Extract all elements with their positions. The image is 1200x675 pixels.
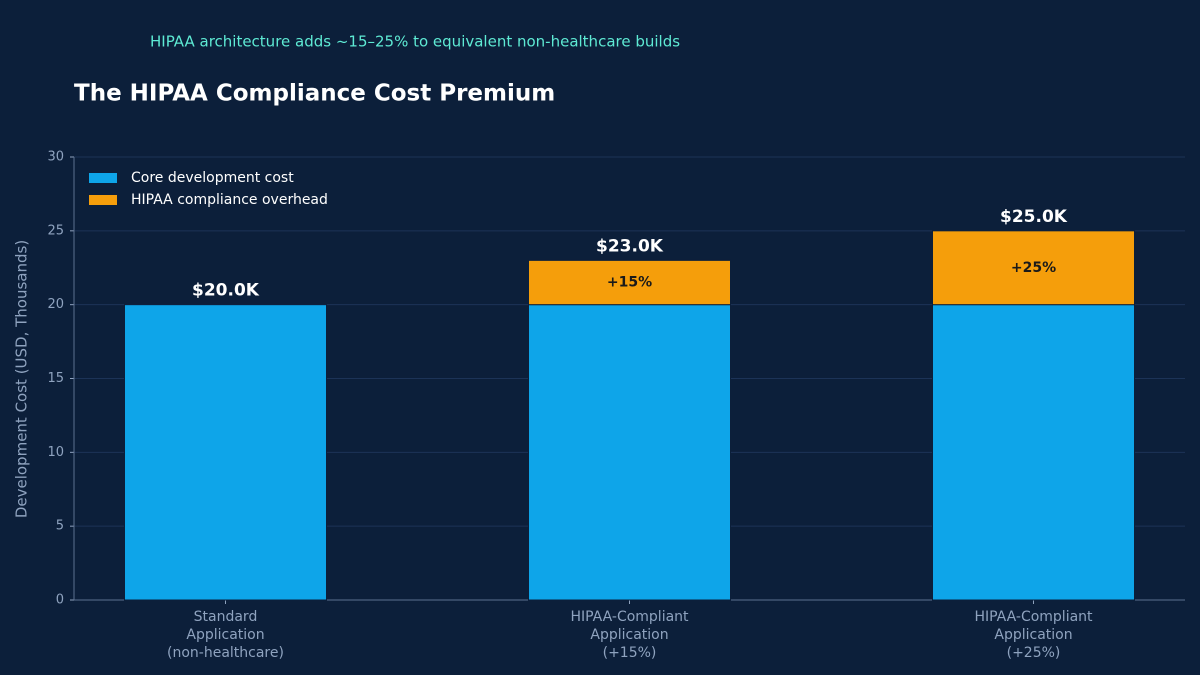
chart-title: The HIPAA Compliance Cost Premium bbox=[74, 81, 555, 107]
legend-label: HIPAA compliance overhead bbox=[131, 192, 328, 208]
y-tick-label: 5 bbox=[56, 519, 64, 534]
y-tick-label: 20 bbox=[47, 297, 64, 312]
y-tick-label: 15 bbox=[47, 371, 64, 386]
x-tick-label: Application bbox=[994, 627, 1072, 643]
y-tick-label: 0 bbox=[56, 593, 64, 608]
y-tick-label: 25 bbox=[47, 223, 64, 238]
total-label: $23.0K bbox=[596, 236, 664, 256]
legend-swatch bbox=[89, 173, 117, 183]
segment-label: +25% bbox=[1011, 260, 1056, 276]
x-tick-label: Application bbox=[590, 627, 668, 643]
y-tick-label: 10 bbox=[47, 445, 64, 460]
bar-segment bbox=[528, 259, 731, 306]
bar-segment bbox=[932, 230, 1135, 306]
bar-segment bbox=[124, 304, 327, 601]
y-axis-label: Development Cost (USD, Thousands) bbox=[13, 240, 31, 518]
chart-subtitle: HIPAA architecture adds ~15–25% to equiv… bbox=[150, 33, 680, 51]
x-tick-label: (non-healthcare) bbox=[167, 645, 284, 661]
x-tick-label: (+25%) bbox=[1007, 645, 1061, 661]
x-tick-label: HIPAA-Compliant bbox=[570, 609, 689, 625]
total-label: $25.0K bbox=[1000, 207, 1068, 227]
x-tick-label: (+15%) bbox=[603, 645, 657, 661]
bar-segment bbox=[932, 304, 1135, 601]
total-label: $20.0K bbox=[192, 281, 260, 301]
y-tick-label: 30 bbox=[47, 150, 64, 165]
x-tick-label: Standard bbox=[194, 609, 258, 625]
legend-swatch bbox=[89, 195, 117, 205]
x-tick-label: HIPAA-Compliant bbox=[974, 609, 1093, 625]
x-tick-label: Application bbox=[186, 627, 264, 643]
legend-label: Core development cost bbox=[131, 170, 294, 186]
bar-segment bbox=[528, 304, 731, 601]
segment-label: +15% bbox=[607, 275, 652, 291]
